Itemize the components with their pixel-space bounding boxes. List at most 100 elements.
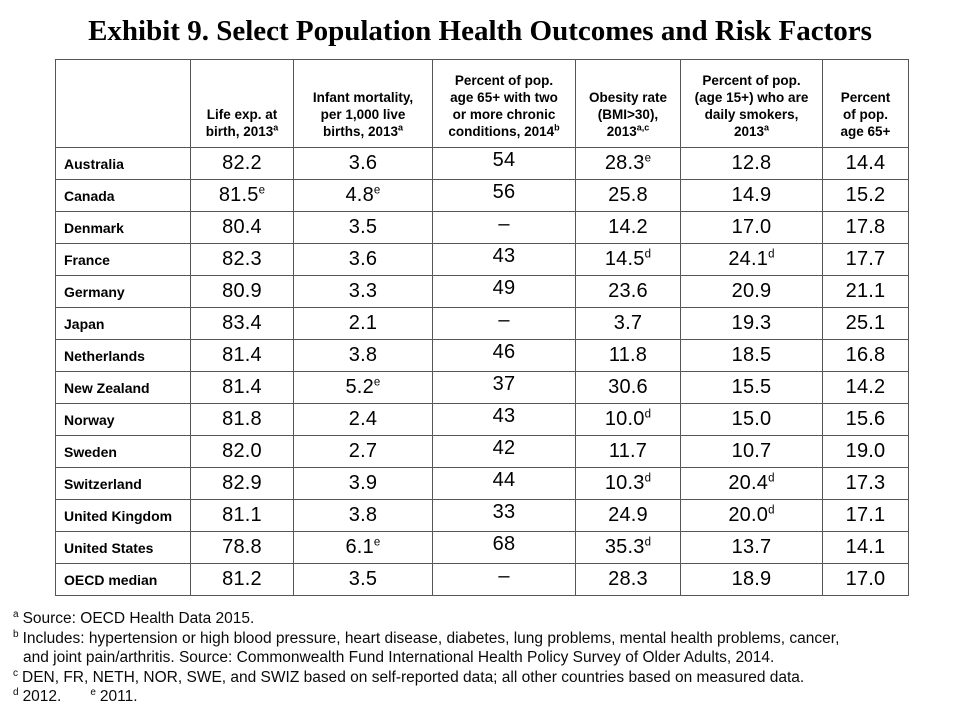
value-cell: 3.8 <box>293 339 433 373</box>
value-cell: 2.4 <box>293 403 433 437</box>
cell-value: 25.8 <box>608 184 648 207</box>
column-header-text: births, 2013 <box>322 124 399 140</box>
cell-value: 30.6 <box>608 376 648 399</box>
value-cell: – <box>432 307 576 341</box>
cell-value: 2.1 <box>348 312 378 335</box>
value-cell: 25.1 <box>822 307 909 341</box>
value-cell: 11.7 <box>575 435 681 469</box>
table-row-switzerland: Switzerland 82.9 3.9 44 10.3d 20.4d 17.3 <box>55 467 909 501</box>
value-cell: 33 <box>432 499 576 533</box>
cell-value: 3.7 <box>613 312 643 335</box>
value-cell: 14.2 <box>575 211 681 245</box>
cell-value: 3.9 <box>348 472 378 495</box>
table-row-sweden: Sweden 82.0 2.7 42 11.7 10.7 19.0 <box>55 435 909 469</box>
value-cell: 17.0 <box>680 211 823 245</box>
column-header-1: Life exp. at birth, 2013a <box>190 59 294 149</box>
value-cell: 81.1 <box>190 499 294 533</box>
value-cell: 18.5 <box>680 339 823 373</box>
cell-value: 49 <box>492 277 516 300</box>
column-header-6: Percent of pop. age 65+ <box>822 59 909 149</box>
value-cell: 15.2 <box>822 179 909 213</box>
column-header-line: per 1,000 live <box>295 106 431 123</box>
country-cell: Germany <box>55 275 191 309</box>
footnote-segment: b Includes: hypertension or high blood pr… <box>13 629 839 647</box>
column-header-text: Percent of pop. <box>702 72 801 88</box>
cell-value: 43 <box>492 245 516 268</box>
cell-value: 17.0 <box>845 568 886 591</box>
country-cell: Canada <box>55 179 191 213</box>
value-cell: 81.2 <box>190 563 294 597</box>
value-cell: 2.7 <box>293 435 433 469</box>
footnote-marker: d <box>768 248 775 261</box>
footnote-marker: e <box>373 536 381 549</box>
column-header-line: Infant mortality, <box>295 89 431 106</box>
column-header-line: births, 2013a <box>295 123 431 140</box>
footnote-marker: d <box>644 472 652 485</box>
cell-value: – <box>498 309 510 332</box>
cell-value: 3.3 <box>348 280 378 303</box>
value-cell: 6.1e <box>293 531 433 565</box>
value-cell: 13.7 <box>680 531 823 565</box>
value-cell: 83.4 <box>190 307 294 341</box>
value-cell: 42 <box>432 435 576 469</box>
column-header-text: 2013 <box>733 124 765 140</box>
value-cell: 81.4 <box>190 339 294 373</box>
cell-value: 81.4 <box>222 344 262 367</box>
cell-value: 5.2 <box>345 376 374 399</box>
country-cell: Norway <box>55 403 191 437</box>
column-header-text: conditions, 2014 <box>448 124 555 140</box>
value-cell: 80.4 <box>190 211 294 245</box>
table-row-canada: Canada 81.5e 4.8e 56 25.8 14.9 15.2 <box>55 179 909 213</box>
cell-value: 42 <box>492 437 516 460</box>
column-header-line: Percent <box>824 89 907 106</box>
footnote-text: 2011. <box>99 688 138 706</box>
value-cell: 17.3 <box>822 467 909 501</box>
cell-value: 14.9 <box>731 184 772 207</box>
cell-value: 17.3 <box>845 472 886 495</box>
footnote-text: Source: OECD Health Data 2015. <box>22 610 255 628</box>
value-cell: 43 <box>432 243 576 277</box>
footnote-marker: e <box>90 687 96 699</box>
column-header-text: Percent of pop. <box>454 72 554 88</box>
cell-value: 81.2 <box>222 568 262 591</box>
footnote-text: 2012. <box>22 688 62 706</box>
column-header-4: Obesity rate (BMI>30), 2013a,c <box>575 59 681 149</box>
cell-value: 15.6 <box>845 408 886 431</box>
country-cell: France <box>55 243 191 277</box>
cell-value: 3.5 <box>348 216 378 239</box>
footnote-marker: d <box>768 472 775 485</box>
footnote-marker: d <box>644 248 652 261</box>
value-cell: 56 <box>432 179 576 213</box>
footnote-marker: e <box>258 184 266 197</box>
column-header-text: Life exp. at <box>206 107 278 123</box>
column-header-line: 2013a <box>682 123 821 140</box>
value-cell: 11.8 <box>575 339 681 373</box>
footnote-text: DEN, FR, NETH, NOR, SWE, and SWIZ based … <box>22 668 805 686</box>
column-header-text: (BMI>30), <box>597 107 659 123</box>
value-cell: 20.4d <box>680 467 823 501</box>
value-cell: 15.6 <box>822 403 909 437</box>
value-cell: 19.0 <box>822 435 909 469</box>
footnote-segment: a Source: OECD Health Data 2015. <box>13 610 255 628</box>
cell-value: 2.4 <box>348 408 378 431</box>
value-cell: 3.6 <box>293 243 433 277</box>
cell-value: 13.7 <box>731 536 772 559</box>
cell-value: 2.7 <box>348 440 378 463</box>
cell-value: – <box>498 213 510 236</box>
value-cell: 15.5 <box>680 371 823 405</box>
value-cell: 49 <box>432 275 576 309</box>
cell-value: 24.1 <box>728 248 769 271</box>
cell-value: 82.0 <box>222 440 262 463</box>
footnote-marker: e <box>644 152 652 165</box>
value-cell: 10.0d <box>575 403 681 437</box>
column-header-text: daily smokers, <box>704 107 799 123</box>
value-cell: 25.8 <box>575 179 681 213</box>
value-cell: 80.9 <box>190 275 294 309</box>
column-header-line: (BMI>30), <box>577 106 679 123</box>
column-header-0 <box>55 59 191 149</box>
column-header-line: Life exp. at <box>192 106 292 123</box>
footnote-segment: d 2012. <box>13 688 62 706</box>
cell-value: – <box>498 565 510 588</box>
value-cell: 78.8 <box>190 531 294 565</box>
value-cell: 10.3d <box>575 467 681 501</box>
